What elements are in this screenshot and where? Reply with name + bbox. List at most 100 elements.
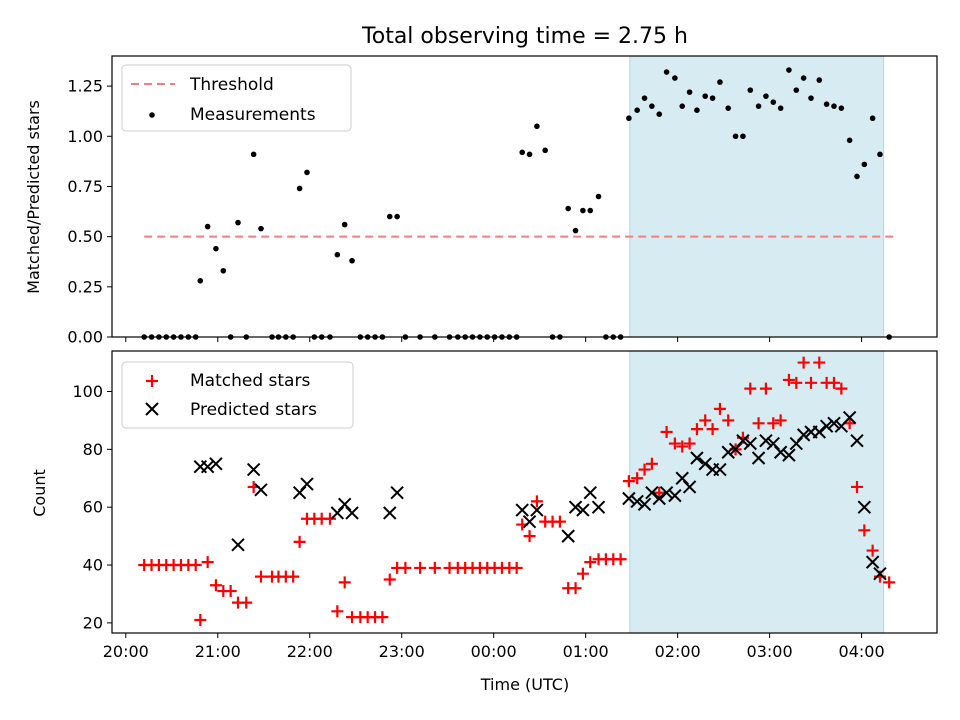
measurement-point	[580, 207, 586, 214]
x-tick-label: 00:00	[471, 642, 517, 661]
bottom-plot-frame	[111, 350, 938, 634]
measurement-point	[304, 169, 310, 176]
measurement-point	[641, 95, 648, 101]
predicted-star-point	[383, 506, 397, 520]
predicted-star-point	[796, 428, 811, 442]
measurement-point	[747, 87, 754, 93]
bottom-legend: Matched stars Predicted stars	[121, 361, 354, 429]
matched-star-point	[804, 376, 817, 389]
measurement-point	[732, 133, 739, 140]
measurement-point	[869, 115, 876, 122]
top-plot-frame	[111, 55, 938, 338]
top-legend: Threshold Measurements	[121, 64, 352, 132]
matched-star-point	[576, 567, 589, 580]
matched-star-point	[752, 417, 765, 430]
matched-star-point	[827, 376, 840, 389]
predicted-star-point	[630, 494, 644, 509]
y-tick-label: 0.25	[67, 277, 103, 296]
measurement-point	[709, 95, 716, 101]
measurement-point	[793, 87, 800, 93]
measurement-point	[786, 67, 792, 73]
x-tick-label: 23:00	[379, 642, 425, 661]
legend-predicted-label: Predicted stars	[190, 400, 317, 420]
measurement-point	[334, 251, 341, 258]
predicted-star-point	[682, 480, 697, 494]
measurement-point	[341, 221, 348, 228]
predicted-star-point	[850, 433, 864, 448]
matched-star-point	[224, 585, 237, 598]
predicted-star-point	[561, 529, 575, 543]
predicted-star-point	[873, 567, 887, 581]
bottom-y-axis-label: Count	[30, 469, 49, 517]
predicted-star-point	[530, 503, 544, 517]
matched-star-point	[584, 556, 597, 569]
matched-star-point	[240, 596, 253, 609]
measurement-point	[663, 69, 670, 75]
measurement-point	[526, 151, 533, 158]
measurement-point	[572, 227, 579, 234]
predicted-star-point	[721, 445, 735, 459]
measurement-point	[800, 75, 807, 81]
predicted-star-point	[390, 486, 404, 500]
legend-matched-swatch	[146, 375, 158, 387]
matched-star-point	[713, 402, 726, 415]
top-legend-box	[121, 64, 352, 132]
measurement-point	[534, 123, 540, 130]
bottom-x-ticks: 20:00 21:00 22:00 23:00 00:00 01:00 02:00 03:00…	[103, 633, 885, 661]
measurement-point	[854, 173, 860, 180]
matched-star-point	[797, 356, 810, 369]
y-tick-label: 20	[83, 613, 103, 632]
measurement-point	[679, 103, 686, 109]
matched-star-point	[254, 570, 267, 583]
measurement-point	[823, 101, 830, 107]
matched-star-point	[428, 561, 441, 574]
measurement-point	[296, 185, 303, 192]
legend-predicted-swatch	[145, 402, 159, 416]
matched-star-point	[883, 576, 896, 589]
measurement-point	[770, 99, 777, 105]
legend-measurements-swatch	[149, 112, 155, 118]
matched-star-point	[569, 582, 582, 595]
matched-star-point	[399, 561, 412, 574]
bottom-y-ticks: 20 40 60 80 100	[72, 382, 112, 632]
matched-star-point	[331, 605, 344, 618]
matched-star-point	[201, 556, 214, 569]
predicted-star-point	[759, 433, 773, 448]
predicted-star-point	[751, 451, 766, 465]
chart-title: Total observing time = 2.75 h	[361, 24, 688, 49]
predicted-star-point	[842, 410, 857, 425]
predicted-star-points	[193, 410, 887, 581]
measurement-point	[717, 79, 723, 85]
predicted-star-point	[782, 448, 796, 462]
measurement-point	[213, 245, 219, 252]
predicted-star-point	[857, 500, 872, 514]
measurement-point	[394, 213, 400, 220]
measurement-point	[258, 225, 264, 232]
matched-star-point	[530, 495, 543, 508]
measurement-point	[542, 147, 548, 154]
legend-matched-label: Matched stars	[190, 371, 310, 391]
predicted-star-point	[231, 538, 245, 552]
x-tick-label: 21:00	[195, 642, 241, 661]
y-tick-label: 40	[83, 556, 103, 575]
matched-star-point	[622, 475, 635, 488]
predicted-star-point	[698, 457, 712, 471]
predicted-star-point	[827, 416, 841, 431]
measurement-point	[816, 77, 823, 83]
matched-star-point	[767, 417, 780, 430]
matched-star-point	[790, 376, 803, 389]
measurement-point	[838, 105, 845, 111]
predicted-star-point	[645, 486, 659, 500]
predicted-star-point	[209, 457, 223, 471]
matched-star-point	[510, 561, 523, 574]
predicted-star-point	[345, 506, 359, 520]
predicted-star-point	[522, 514, 537, 529]
measurement-point	[755, 103, 762, 109]
measurement-point	[634, 107, 640, 113]
matched-star-point	[744, 382, 757, 395]
x-tick-label: 20:00	[103, 642, 149, 661]
bottom-panel: 20 40 60 80 100 20:00 21:00 22:00 23:00 00:00 01:…	[30, 350, 938, 694]
predicted-star-point	[668, 488, 682, 503]
predicted-star-point	[659, 486, 674, 500]
matched-star-point	[706, 423, 719, 436]
